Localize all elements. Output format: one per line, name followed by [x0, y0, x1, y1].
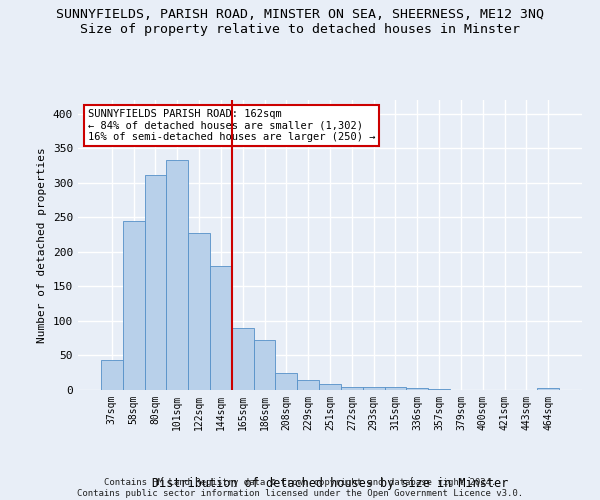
Bar [145, 176, 166, 390]
Bar [406, 388, 428, 390]
Text: Contains HM Land Registry data © Crown copyright and database right 2024.
Contai: Contains HM Land Registry data © Crown c… [77, 478, 523, 498]
Bar [341, 387, 363, 390]
Y-axis label: Number of detached properties: Number of detached properties [37, 147, 47, 343]
Bar [101, 360, 123, 390]
Text: Distribution of detached houses by size in Minster: Distribution of detached houses by size … [152, 477, 508, 490]
Text: Size of property relative to detached houses in Minster: Size of property relative to detached ho… [80, 22, 520, 36]
Bar [297, 380, 319, 390]
Bar [232, 328, 254, 390]
Bar [385, 386, 406, 390]
Bar [123, 221, 145, 390]
Bar [166, 160, 188, 390]
Bar [254, 340, 275, 390]
Bar [319, 384, 341, 390]
Text: SUNNYFIELDS PARISH ROAD: 162sqm
← 84% of detached houses are smaller (1,302)
16%: SUNNYFIELDS PARISH ROAD: 162sqm ← 84% of… [88, 108, 376, 142]
Bar [275, 372, 297, 390]
Bar [188, 232, 210, 390]
Bar [537, 388, 559, 390]
Bar [363, 386, 385, 390]
Bar [210, 266, 232, 390]
Text: SUNNYFIELDS, PARISH ROAD, MINSTER ON SEA, SHEERNESS, ME12 3NQ: SUNNYFIELDS, PARISH ROAD, MINSTER ON SEA… [56, 8, 544, 20]
